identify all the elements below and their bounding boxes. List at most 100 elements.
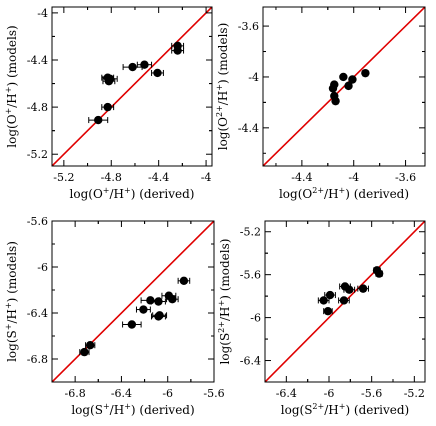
data-point bbox=[323, 306, 333, 316]
data-point bbox=[331, 96, 340, 106]
y-label: log(S+/H+) (models) bbox=[4, 241, 19, 362]
y-label: log(O2+/H+) (models) bbox=[215, 23, 230, 151]
x-tick-label: -5.2 bbox=[53, 171, 74, 184]
data-point bbox=[345, 285, 354, 294]
x-label-tail: ) (derived) bbox=[345, 187, 409, 201]
y-label-sup2: + bbox=[217, 300, 226, 307]
y-tick-label: -4 bbox=[37, 7, 48, 20]
x-label-sup: 2+ bbox=[312, 186, 324, 195]
x-tick-label: -5.2 bbox=[404, 387, 425, 400]
y-label: log(S2+/H+) (models) bbox=[217, 239, 232, 365]
y-label-sup2: + bbox=[4, 302, 13, 309]
y-tick-label: -5.6 bbox=[240, 269, 261, 282]
y-label-sup2: + bbox=[4, 87, 13, 94]
data-point bbox=[127, 320, 137, 329]
x-tick-label: -4.8 bbox=[101, 171, 122, 184]
x-tick-label: -6.8 bbox=[65, 387, 86, 400]
data-point bbox=[103, 102, 112, 112]
data-point bbox=[173, 46, 182, 55]
x-label-tail: ) (derived) bbox=[345, 403, 409, 417]
x-label: log(S2+/H+) (derived) bbox=[281, 402, 409, 417]
x-label-rest: /H bbox=[109, 187, 124, 201]
data-point bbox=[328, 84, 338, 93]
plot-frame bbox=[51, 220, 215, 383]
x-label: log(O+/H+) (derived) bbox=[70, 186, 195, 201]
x-tick-label: -6.4 bbox=[111, 387, 132, 400]
x-label-sup: + bbox=[103, 186, 110, 195]
data-point bbox=[85, 341, 95, 350]
x-tick-label: -4 bbox=[348, 171, 359, 184]
y-label-main: log(S bbox=[5, 330, 19, 362]
x-label-main: log(O bbox=[70, 187, 103, 201]
y-tick-label: -6.4 bbox=[27, 307, 48, 320]
data-point bbox=[358, 284, 368, 293]
y-label-rest: /H bbox=[5, 309, 19, 324]
x-label-sup2: + bbox=[339, 186, 346, 195]
x-tick-label: -4 bbox=[201, 171, 212, 184]
y-tick-label: -4.8 bbox=[27, 101, 48, 114]
y-label-sup2: + bbox=[215, 84, 224, 91]
x-label-sup2: + bbox=[124, 402, 131, 411]
y-tick-label: -6 bbox=[37, 261, 48, 274]
data-point bbox=[94, 115, 103, 125]
y-tick-label: -5.2 bbox=[27, 148, 48, 161]
data-point bbox=[168, 295, 177, 304]
data-point bbox=[348, 75, 357, 84]
y-label-sup: 2+ bbox=[217, 321, 226, 333]
data-point bbox=[339, 296, 349, 305]
x-label-rest: /H bbox=[324, 403, 339, 417]
x-label-rest: /H bbox=[324, 187, 339, 201]
x-label-tail: ) (derived) bbox=[131, 403, 195, 417]
identity-line bbox=[52, 221, 214, 382]
data-point bbox=[339, 72, 348, 82]
y-label-sup: + bbox=[4, 324, 13, 331]
y-tick-label: -6.8 bbox=[27, 353, 48, 366]
x-tick-label: -6 bbox=[162, 387, 173, 400]
x-tick-label: -5.6 bbox=[361, 387, 382, 400]
data-point bbox=[154, 297, 163, 306]
data-point bbox=[139, 305, 148, 314]
x-label-main: log(S bbox=[281, 403, 313, 417]
plot-frame bbox=[51, 6, 213, 167]
data-point bbox=[179, 276, 189, 285]
y-tick-label: -5.2 bbox=[240, 226, 261, 239]
x-label-sup: 2+ bbox=[312, 402, 324, 411]
y-label-rest: /H bbox=[216, 91, 230, 106]
y-label-main: log(O bbox=[216, 117, 230, 150]
x-label: log(O2+/H+) (derived) bbox=[279, 186, 409, 201]
x-tick-label: -4.4 bbox=[291, 171, 312, 184]
y-label-tail: ) (models) bbox=[216, 23, 230, 84]
y-label-sup: 2+ bbox=[215, 105, 224, 117]
data-point bbox=[344, 81, 353, 91]
x-tick-label: -4.4 bbox=[148, 171, 169, 184]
data-point bbox=[361, 68, 370, 78]
y-label-main: log(S bbox=[218, 333, 232, 365]
y-label-main: log(O bbox=[5, 114, 19, 147]
x-tick-label: -6.4 bbox=[276, 387, 297, 400]
identity-line bbox=[52, 7, 212, 166]
x-label-main: log(O bbox=[279, 187, 312, 201]
data-point bbox=[325, 290, 335, 300]
y-label: log(O+/H+) (models) bbox=[4, 25, 19, 147]
plot-frame bbox=[264, 220, 426, 383]
plot-frame bbox=[262, 6, 426, 167]
y-tick-label: -4.4 bbox=[27, 54, 48, 67]
x-label-rest: /H bbox=[110, 403, 125, 417]
y-tick-label: -6 bbox=[250, 312, 261, 325]
y-label-tail: ) (models) bbox=[5, 25, 19, 86]
data-point bbox=[153, 68, 162, 78]
y-tick-label: -6.4 bbox=[240, 355, 261, 368]
data-point bbox=[374, 269, 384, 278]
data-point bbox=[319, 296, 328, 305]
y-tick-label: -4.4 bbox=[238, 122, 259, 135]
y-tick-label: -4 bbox=[248, 71, 259, 84]
data-point bbox=[104, 77, 114, 86]
x-label-sup: + bbox=[103, 402, 110, 411]
data-point bbox=[146, 296, 155, 305]
y-label-sup: + bbox=[4, 108, 13, 115]
x-label-main: log(S bbox=[71, 403, 103, 417]
x-label-sup2: + bbox=[339, 402, 346, 411]
